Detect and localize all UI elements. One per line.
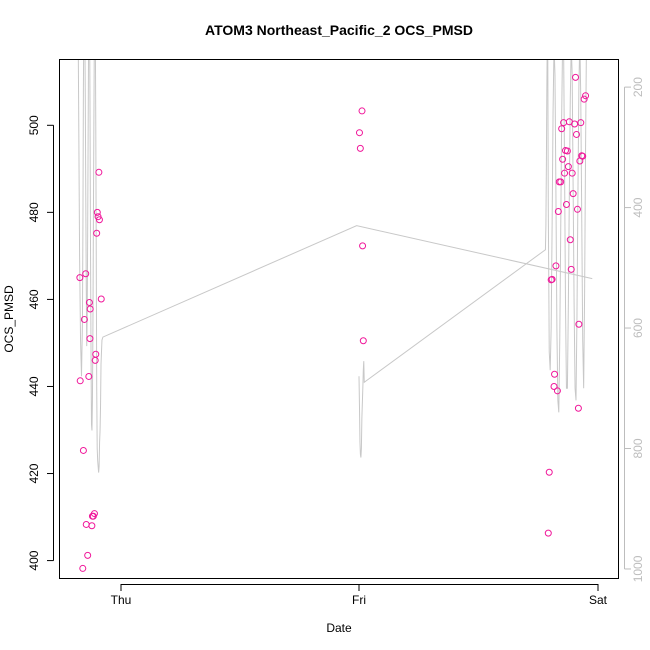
y-axis-right: 200 400 600 800 1000 xyxy=(624,77,645,582)
data-point xyxy=(553,387,561,395)
y-axis-label: OCS_PMSD xyxy=(2,285,16,353)
data-point xyxy=(76,274,84,282)
data-point xyxy=(359,242,367,250)
data-point xyxy=(355,129,363,137)
y-right-tick-label: 800 xyxy=(631,438,645,458)
y-tick-label: 480 xyxy=(27,202,41,222)
y-tick-label: 460 xyxy=(27,289,41,309)
y-axis: 400 420 440 460 480 500 xyxy=(27,115,54,571)
data-point xyxy=(572,73,580,81)
data-point xyxy=(559,155,567,163)
data-point xyxy=(93,229,101,237)
x-tick-label: Fri xyxy=(352,593,366,607)
data-point xyxy=(82,270,90,278)
depth-line-1 xyxy=(77,60,593,473)
series-layer xyxy=(76,60,593,572)
data-point xyxy=(558,125,566,133)
data-point xyxy=(566,236,574,244)
data-point xyxy=(580,95,588,103)
data-point xyxy=(85,298,93,306)
y-tick-label: 500 xyxy=(27,115,41,135)
data-point xyxy=(567,265,575,273)
data-point xyxy=(85,372,93,380)
data-point xyxy=(84,551,92,559)
data-point xyxy=(568,169,576,177)
data-point xyxy=(359,337,367,345)
data-point xyxy=(95,168,103,176)
y-tick-label: 400 xyxy=(27,550,41,570)
y-right-tick-label: 200 xyxy=(631,77,645,97)
x-tick-label: Sat xyxy=(589,593,608,607)
x-axis-label: Date xyxy=(326,621,352,635)
data-point xyxy=(557,178,565,186)
data-point xyxy=(561,169,569,177)
depth-line-2 xyxy=(358,60,587,458)
data-point xyxy=(356,144,364,152)
data-point xyxy=(82,520,90,528)
data-point xyxy=(569,190,577,198)
data-point xyxy=(572,130,580,138)
data-point xyxy=(574,404,582,412)
data-point xyxy=(79,564,87,572)
chart-title: ATOM3 Northeast_Pacific_2 OCS_PMSD xyxy=(205,22,473,38)
data-point xyxy=(551,370,559,378)
data-point xyxy=(564,163,572,171)
data-point xyxy=(552,262,560,270)
x-tick-label: Thu xyxy=(111,593,132,607)
data-point xyxy=(548,275,556,283)
y-tick-label: 420 xyxy=(27,463,41,483)
data-point xyxy=(562,201,570,209)
data-point xyxy=(90,510,98,518)
data-point xyxy=(97,295,105,303)
data-point xyxy=(582,92,590,100)
data-point xyxy=(563,147,571,155)
data-point xyxy=(554,207,562,215)
data-point xyxy=(92,350,100,358)
x-axis: Thu Fri Sat xyxy=(111,584,608,607)
data-point xyxy=(79,446,87,454)
data-point xyxy=(575,320,583,328)
data-point xyxy=(579,152,587,160)
y-right-tick-label: 400 xyxy=(631,197,645,217)
data-point xyxy=(358,107,366,115)
plot-area xyxy=(59,59,619,579)
data-point xyxy=(545,468,553,476)
data-point xyxy=(80,315,88,323)
data-point xyxy=(86,335,94,343)
data-point xyxy=(95,216,103,224)
data-point xyxy=(544,529,552,537)
y-right-tick-label: 600 xyxy=(631,318,645,338)
data-point xyxy=(86,305,94,313)
y-right-tick-label: 1000 xyxy=(631,555,645,582)
y-tick-label: 440 xyxy=(27,376,41,396)
data-point xyxy=(76,377,84,385)
data-point xyxy=(93,208,101,216)
data-point xyxy=(577,119,585,127)
data-point xyxy=(573,205,581,213)
data-point xyxy=(88,522,96,530)
data-point xyxy=(550,382,558,390)
